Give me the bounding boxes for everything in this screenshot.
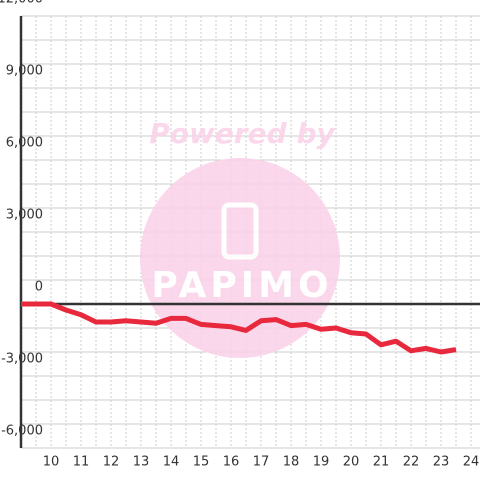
y-tick-label: 9,000	[6, 64, 43, 79]
x-tick-label: 24	[463, 455, 480, 470]
x-tick-label: 10	[43, 455, 60, 470]
x-tick-label: 13	[133, 455, 150, 470]
line	[21, 301, 457, 355]
watermark: Powered by PAPIMO	[140, 117, 340, 358]
x-tick-label: 23	[433, 455, 450, 470]
x-tick-label: 18	[283, 455, 300, 470]
x-tick-label: 21	[373, 455, 390, 470]
y-tick-label: 12,000	[0, 0, 43, 7]
watermark-text: Powered by	[149, 117, 336, 150]
y-tick-label: 3,000	[6, 208, 43, 223]
x-tick-label: 14	[163, 455, 180, 470]
watermark-logo: PAPIMO	[151, 265, 332, 306]
x-tick-label: 16	[223, 455, 240, 470]
x-tick-label: 20	[343, 455, 360, 470]
watermark-icon	[221, 202, 259, 260]
x-tick-label: 22	[403, 455, 420, 470]
x-tick-label: 17	[253, 455, 270, 470]
y-tick-label: 6,000	[6, 136, 43, 151]
x-tick-label: 12	[103, 455, 120, 470]
x-tick-label: 11	[73, 455, 90, 470]
x-tick-label: 19	[313, 455, 330, 470]
x-tick-label: 15	[193, 455, 210, 470]
y-tick-label: 0	[35, 280, 43, 295]
